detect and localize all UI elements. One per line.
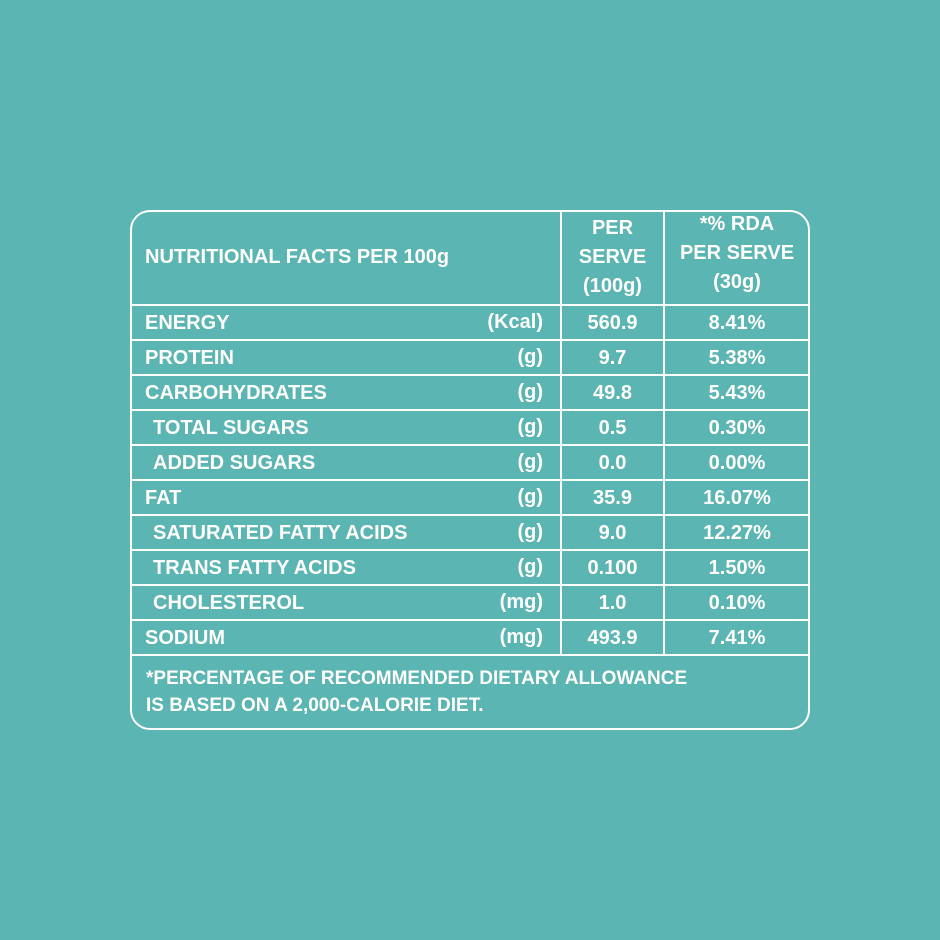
column-divider [560,212,562,655]
per-serve-value: 0.100 [587,557,638,579]
unit: (mg) [499,591,543,613]
per-serve-value: 560.9 [587,312,638,334]
unit: (g) [517,451,543,473]
rda-value: 7.41% [708,627,766,649]
footnote: IS BASED ON A 2,000-CALORIE DIET. [146,695,484,716]
unit: (g) [517,486,543,508]
row-divider [132,304,808,306]
rda-value: 5.38% [708,347,766,369]
per-serve-value: 49.8 [593,382,632,404]
rda-value: 5.43% [708,382,766,404]
rda-value: 0.30% [708,417,766,439]
header-cell: PER [591,217,634,239]
row-divider [132,339,808,341]
nutrient-name: ENERGY [145,312,230,334]
table: NUTRITIONAL FACTS PER 100g PER SERVE (100g)… [130,210,810,730]
rda-value: 0.00% [708,452,766,474]
row-divider [132,549,808,551]
unit: (g) [517,521,543,543]
nutrient-name: SATURATED FATTY ACIDS [153,522,408,544]
row-divider [132,654,808,656]
row-divider [132,479,808,481]
header-title: NUTRITIONAL FACTS PER 100g [145,246,450,268]
rda-value: 12.27% [703,522,771,544]
unit: (g) [517,416,543,438]
row-divider [132,374,808,376]
footnote: *PERCENTAGE OF RECOMMENDED DIETARY ALLOW… [146,668,688,689]
header-cell: SERVE [578,246,647,268]
per-serve-value: 9.0 [598,522,627,544]
per-serve-value: 9.7 [598,347,627,369]
unit: (mg) [499,626,543,648]
row-divider [132,584,808,586]
rda-value: 16.07% [703,487,771,509]
row-divider [132,514,808,516]
nutrient-name: FAT [145,487,182,509]
unit: (Kcal) [487,311,543,333]
header-cell: *% RDA [699,213,775,235]
per-serve-value: 35.9 [593,487,632,509]
column-divider [663,212,665,655]
nutrient-name: ADDED SUGARS [153,452,316,474]
row-divider [132,619,808,621]
row-divider [132,444,808,446]
nutrient-name: CHOLESTEROL [153,592,305,614]
unit: (g) [517,346,543,368]
unit: (g) [517,556,543,578]
nutrient-name: TRANS FATTY ACIDS [153,557,356,579]
unit: (g) [517,381,543,403]
rda-value: 0.10% [708,592,766,614]
per-serve-value: 0.0 [598,452,627,474]
nutrient-name: SODIUM [145,627,225,649]
nutrient-name: TOTAL SUGARS [153,417,309,439]
header-cell: (30g) [713,271,761,293]
per-serve-value: 0.5 [598,417,627,439]
row-divider [132,409,808,411]
nutrient-name: PROTEIN [145,347,234,369]
header-cell: (100g) [583,275,642,297]
header-cell: PER SERVE [679,242,795,264]
rda-value: 8.41% [708,312,766,334]
rda-value: 1.50% [708,557,766,579]
per-serve-value: 1.0 [598,592,627,614]
per-serve-value: 493.9 [587,627,638,649]
nutrient-name: CARBOHYDRATES [145,382,327,404]
